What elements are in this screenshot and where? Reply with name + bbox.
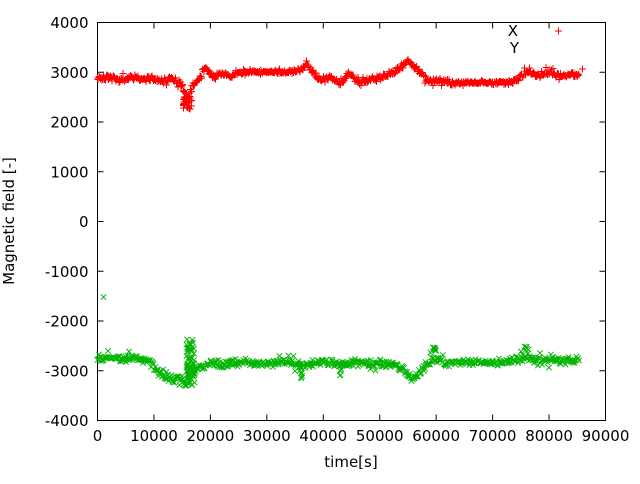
y-tick-label: 4000: [50, 14, 88, 32]
y-tick-label: 2000: [50, 114, 88, 132]
y-axis-tick-labels: -4000 -3000 -2000 -1000 0 1000 2000 3000 4000: [45, 14, 89, 430]
generated-plot-layer: 0 10000 20000 30000 40000 50000 60000 70000 8000…: [45, 14, 629, 445]
y-tick-label: -1000: [45, 263, 89, 281]
x-tick-label: 80000: [525, 427, 573, 445]
x-tick-label: 60000: [412, 427, 460, 445]
y-axis-ticks: [97, 22, 606, 421]
y-tick-label: -2000: [45, 313, 89, 331]
y-tick-label: -4000: [45, 412, 89, 430]
y-tick-label: 0: [79, 213, 89, 231]
x-tick-label: 10000: [130, 427, 178, 445]
x-tick-label: 30000: [243, 427, 291, 445]
y-axis-label: Magnetic field [-]: [0, 157, 18, 285]
series-x-points: [94, 56, 586, 113]
y-tick-label: -3000: [45, 362, 89, 380]
series-y-points: [94, 293, 583, 389]
legend: X Y: [508, 22, 562, 57]
y-tick-label: 1000: [50, 163, 88, 181]
x-axis-ticks: [97, 22, 606, 421]
x-tick-label: 70000: [469, 427, 517, 445]
y-tick-label: 3000: [50, 64, 88, 82]
legend-label-y: Y: [509, 39, 520, 57]
x-tick-label: 90000: [582, 427, 630, 445]
legend-label-x: X: [508, 22, 518, 40]
legend-marker-x: [555, 27, 562, 35]
x-axis-label: time[s]: [324, 453, 377, 471]
x-tick-label: 0: [93, 427, 103, 445]
x-tick-label: 50000: [356, 427, 404, 445]
x-tick-label: 40000: [299, 427, 347, 445]
x-axis-tick-labels: 0 10000 20000 30000 40000 50000 60000 70000 8000…: [93, 427, 630, 445]
legend-markers: [555, 27, 562, 35]
x-tick-label: 20000: [187, 427, 235, 445]
